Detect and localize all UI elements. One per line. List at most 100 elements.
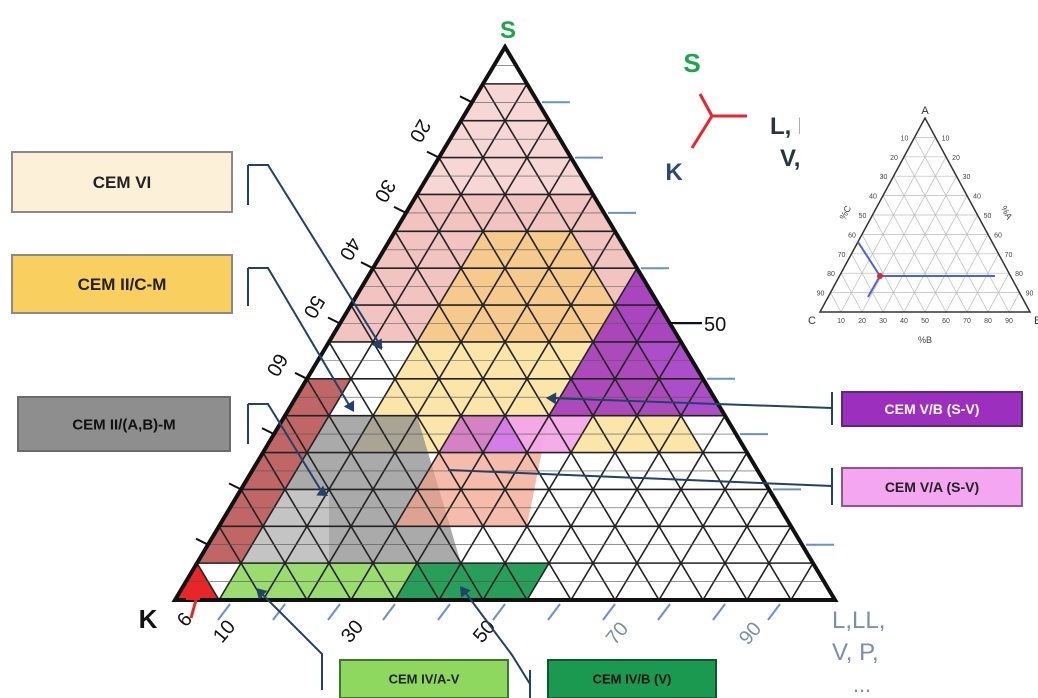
- legend-k-label: K: [665, 159, 683, 186]
- box-cem-va-rect: [841, 467, 1023, 507]
- inset-grid-line: [924, 214, 978, 313]
- bottom-edge-tick: [657, 603, 671, 621]
- connector-cem-ii-c-m: [247, 267, 353, 411]
- bottom-edge-tick: [217, 603, 231, 621]
- triangle-grid: [186, 65, 824, 601]
- connector-cem-vb: [547, 392, 833, 425]
- inset-bottom-tick: 50: [921, 318, 929, 325]
- inset-left-tick: 20: [890, 155, 898, 162]
- left-edge-tick: [459, 95, 473, 104]
- box-cem-vb-rect: [841, 391, 1023, 427]
- inset-left-tick: 80: [827, 271, 835, 278]
- bottom-tick-70: 70: [602, 618, 633, 649]
- grid-line-k: [438, 157, 704, 601]
- connector-cem-ivb-head: [460, 586, 471, 598]
- left-edge-tick: [261, 427, 275, 435]
- inset-right-tick: 70: [1005, 252, 1013, 259]
- connector-cem-vi: [247, 164, 383, 349]
- inset-bottom-tick: 10: [837, 318, 845, 325]
- inset-vertex-c: C: [808, 315, 816, 327]
- left-edge-tick: [327, 316, 341, 325]
- box-cem-va: CEM V/A (S-V): [841, 467, 1023, 507]
- left-edge-tick: [294, 371, 308, 380]
- connectors: [247, 164, 833, 698]
- inset-left-tick: 60: [848, 232, 856, 239]
- bottom-edge-tick: [492, 603, 506, 621]
- inset-left-tick: 70: [838, 252, 846, 259]
- inset-frame: [818, 116, 1032, 313]
- grid-line-k: [262, 452, 352, 601]
- inset-tick-labels: 10 90 10 20 80 20 30 70 30 40 60 40 50 50 50 60 40 60 70 30…: [817, 135, 1034, 325]
- bottom-edge-tick: [767, 603, 781, 621]
- box-cem-vb: CEM V/B (S-V): [841, 391, 1023, 427]
- inset-right-tick: 50: [984, 213, 992, 220]
- box-cem-ii-ab-m: CEM II/(A,B)-M: [17, 396, 231, 452]
- box-cem-ivb-text: CEM IV/B (V): [593, 672, 672, 687]
- connector-cem-ii-ab-m-head: [316, 485, 328, 496]
- box-cem-vi: CEM VI: [11, 151, 233, 213]
- legend-s-label: S: [683, 48, 700, 78]
- inset-right-tick: 10: [942, 135, 950, 142]
- connector-cem-ivb: [461, 587, 531, 698]
- grid-line-k: [306, 378, 440, 601]
- inset-left-tick: 90: [817, 291, 825, 298]
- inset-vertex-b: B: [1034, 315, 1038, 327]
- left-edge-tick: [426, 150, 440, 159]
- inset-blue-drop: [867, 275, 881, 298]
- inset-vertex-a: A: [921, 105, 929, 117]
- inset-bottom-axis-label: %B: [918, 335, 932, 345]
- inset-grid-line: [914, 137, 1010, 313]
- left-tick-40: 40: [335, 234, 365, 264]
- inset-bottom-tick: 70: [963, 318, 971, 325]
- axis-ticks: [195, 95, 834, 621]
- grid-line-k: [350, 304, 528, 601]
- grid-line-k: [482, 83, 792, 601]
- inset-grid-line: [840, 137, 936, 313]
- inset-left-tick: 30: [880, 174, 888, 181]
- inset-grid-line: [882, 195, 947, 313]
- connector-cem-iva: [257, 589, 323, 690]
- left-edge-tick: [360, 261, 374, 270]
- inset-left-tick: 10: [901, 135, 909, 142]
- left-edge-tick: [228, 482, 242, 491]
- box-cem-vi-text: CEM VI: [93, 173, 152, 192]
- connector-cem-iva-head: [256, 588, 268, 600]
- connector-cem-vb-head: [546, 392, 557, 405]
- left-tick-30: 30: [370, 176, 400, 206]
- inset-bottom-tick: 80: [984, 318, 992, 325]
- box-cem-vb-text: CEM V/B (S-V): [885, 401, 980, 417]
- vertex-right-label-line1: L,LL,: [832, 607, 885, 634]
- inset-grid-line: [872, 214, 926, 313]
- box-cem-vi-rect: [11, 151, 233, 213]
- left-tick-20: 20: [405, 116, 435, 146]
- box-cem-ivb-rect: [547, 659, 717, 698]
- inset-left-tick: 50: [859, 213, 867, 220]
- inset-grid-line: [966, 253, 999, 313]
- inset-grid-line: [903, 156, 989, 313]
- k-corner-tick: [189, 599, 198, 619]
- inset-bottom-tick: 40: [900, 318, 908, 325]
- inset-right-tick: 80: [1015, 271, 1023, 278]
- inset-grid: [830, 137, 1020, 313]
- grid-line-k: [394, 230, 616, 601]
- box-cem-va-text: CEM V/A (S-V): [885, 479, 979, 495]
- inset-bottom-tick: 90: [1005, 318, 1013, 325]
- left-tick-50: 50: [299, 292, 329, 322]
- inset-grid-line: [830, 292, 842, 313]
- inset-right-tick: 40: [973, 194, 981, 201]
- inset-left-tick: 40: [869, 194, 877, 201]
- bottom-edge-tick: [437, 603, 451, 621]
- vertex-k-label: K: [139, 604, 158, 634]
- bottom-edge-tick: [327, 603, 341, 621]
- inset-bottom-tick: 60: [942, 318, 950, 325]
- bottom-tick-30: 30: [337, 616, 368, 647]
- legend-stem: [690, 93, 747, 149]
- box-cem-iva-rect: [339, 659, 509, 698]
- inset-ternary: A C B %B %C %A 1090102080203070304060405…: [800, 100, 1038, 350]
- box-cem-ii-ab-m-text: CEM II/(A,B)-M: [72, 416, 175, 433]
- inset-right-tick: 20: [952, 155, 960, 162]
- box-cem-iva-text: CEM IV/A-V: [389, 672, 460, 687]
- left-edge-tick: [195, 537, 209, 546]
- connector-cem-va: [447, 468, 833, 505]
- bottom-edge-tick: [547, 603, 561, 621]
